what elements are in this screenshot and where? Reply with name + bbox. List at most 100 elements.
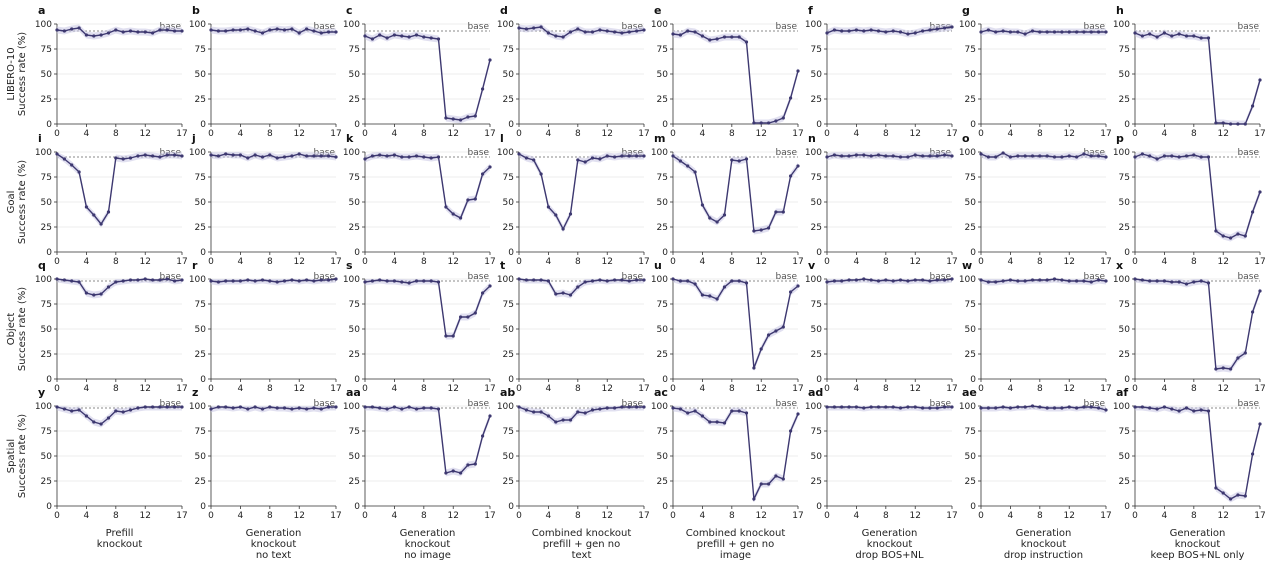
panel-h: 0 4 8 12 17 0 25 50 75 100 base h: [1113, 4, 1266, 139]
x-tick-label: 4: [238, 129, 244, 139]
data-point: [180, 29, 184, 33]
series-line: [1135, 406, 1261, 500]
data-point: [546, 279, 551, 283]
x-tick-label: 12: [756, 257, 767, 267]
data-point: [158, 278, 162, 282]
x-tick-label: 12: [602, 257, 613, 267]
base-label: base: [930, 399, 952, 409]
y-tick-label: 25: [657, 477, 668, 487]
x-tick-label: 12: [294, 511, 305, 521]
panel-letter: u: [654, 259, 662, 272]
data-point: [224, 152, 228, 156]
data-point: [568, 418, 573, 422]
data-point: [1133, 277, 1137, 281]
data-point: [114, 156, 118, 160]
data-point: [451, 117, 455, 121]
data-point: [70, 27, 74, 31]
data-point: [854, 278, 859, 282]
data-point: [928, 406, 932, 410]
data-point: [568, 212, 573, 216]
data-point: [1243, 122, 1247, 126]
row-ylabel: Goal Success rate (%): [6, 160, 28, 244]
y-tick-label: 100: [35, 148, 52, 158]
data-point: [1199, 408, 1203, 412]
x-tick-label: 8: [421, 511, 427, 521]
data-point: [216, 29, 220, 33]
y-tick-label: 75: [657, 300, 668, 310]
data-point: [327, 30, 331, 34]
x-tick-label: 0: [516, 257, 522, 267]
data-point: [1243, 494, 1247, 498]
data-point: [1148, 279, 1152, 283]
data-point: [767, 333, 771, 337]
data-point: [99, 422, 103, 426]
y-tick-label: 25: [1119, 223, 1130, 233]
base-label: base: [1084, 22, 1106, 32]
data-point: [121, 410, 125, 414]
data-point: [363, 34, 367, 38]
data-point: [216, 154, 220, 158]
x-tick-label: 17: [176, 384, 187, 394]
panel-aa: 0 4 8 12 17 0 25 50 75 100 base aa: [343, 386, 496, 521]
column-label-line: knockout: [1175, 539, 1221, 550]
y-tick-label: 25: [41, 350, 52, 360]
data-point: [62, 29, 66, 33]
data-point: [686, 29, 690, 33]
data-point: [671, 406, 675, 410]
data-point: [392, 153, 396, 157]
data-point: [385, 36, 389, 40]
data-point: [774, 329, 778, 333]
x-tick-label: 17: [330, 511, 341, 521]
data-point: [898, 155, 903, 159]
series-band: [57, 152, 182, 228]
data-point: [451, 212, 455, 216]
data-point: [774, 474, 778, 478]
x-tick-label: 0: [208, 129, 214, 139]
data-point: [1030, 404, 1035, 408]
x-tick-label: 8: [575, 129, 581, 139]
panel-q: 0 4 8 12 17 0 25 50 75 100 base q: [35, 259, 188, 394]
data-point: [246, 156, 250, 160]
data-point: [774, 210, 778, 214]
x-tick-label: 12: [140, 511, 151, 521]
y-tick-label: 100: [1113, 20, 1130, 30]
data-point: [151, 405, 155, 409]
y-tick-label: 75: [503, 300, 514, 310]
panel-letter: r: [192, 259, 198, 272]
data-point: [1243, 351, 1247, 355]
data-point: [752, 366, 756, 370]
x-tick-label: 12: [448, 511, 459, 521]
y-tick-label: 50: [1119, 325, 1131, 335]
data-point: [62, 407, 66, 411]
data-point: [524, 408, 529, 412]
base-label: base: [930, 272, 952, 282]
data-point: [913, 153, 917, 157]
data-point: [1229, 367, 1233, 371]
data-point: [693, 409, 697, 413]
data-point: [1008, 406, 1013, 410]
data-point: [1082, 30, 1086, 34]
x-tick-label: 17: [792, 257, 803, 267]
y-tick-label: 50: [1119, 70, 1131, 80]
y-tick-label: 75: [965, 173, 976, 183]
data-point: [1206, 155, 1211, 159]
panel-letter: a: [38, 4, 45, 17]
column-label-line: Prefill: [106, 528, 134, 539]
x-tick-label: 8: [575, 257, 581, 267]
column-label-line: Combined knockout: [686, 528, 786, 539]
x-tick-label: 4: [854, 511, 860, 521]
y-tick-label: 100: [1113, 402, 1130, 412]
y-tick-label: 100: [805, 148, 822, 158]
panel-ae: 0 4 8 12 17 0 25 50 75 100 base ae: [959, 386, 1112, 521]
data-point: [708, 216, 712, 220]
data-point: [128, 29, 133, 33]
y-tick-label: 25: [503, 350, 514, 360]
data-point: [1236, 356, 1240, 360]
x-tick-label: 8: [883, 257, 889, 267]
x-tick-label: 0: [670, 257, 676, 267]
y-tick-label: 0: [508, 375, 514, 385]
data-point: [1082, 152, 1086, 156]
panel-ac: 0 4 8 12 17 0 25 50 75 100 base ac: [651, 386, 804, 521]
row-ylabel-line: LIBERO-10: [6, 47, 17, 100]
x-tick-label: 8: [883, 384, 889, 394]
